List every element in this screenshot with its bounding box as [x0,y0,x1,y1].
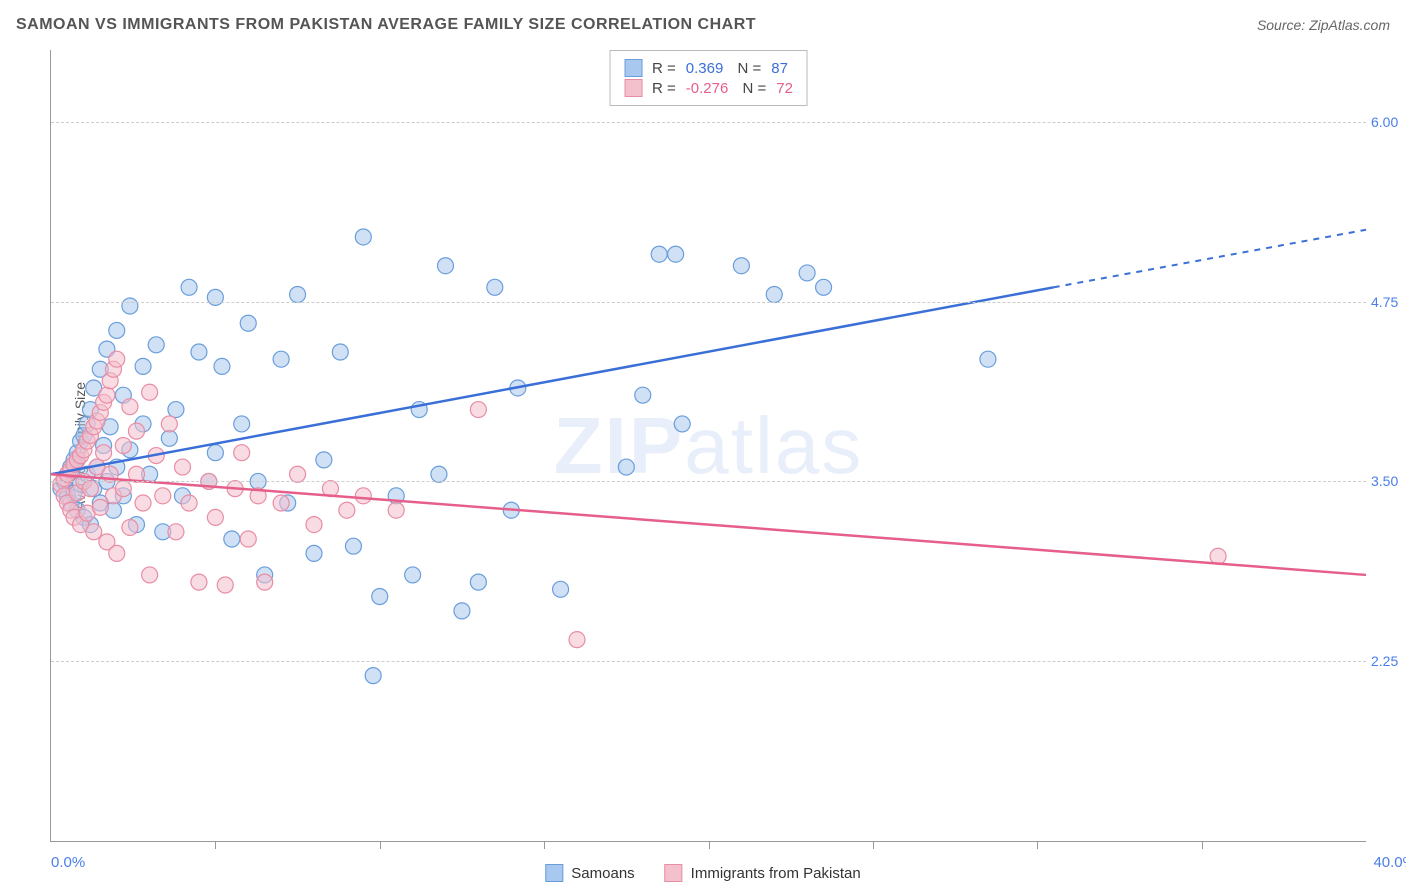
stats-legend-box: R = 0.369 N = 87 R = -0.276 N = 72 [609,50,808,106]
r-label: R = [652,80,676,97]
stats-row-series1: R = 0.369 N = 87 [624,59,793,77]
swatch-series2 [624,79,642,97]
swatch-series1 [624,59,642,77]
legend-label-series2: Immigrants from Pakistan [691,865,861,882]
n-value-series2: 72 [776,80,793,97]
n-value-series1: 87 [771,60,788,77]
n-label: N = [733,60,761,77]
x-max-label: 40.0% [1373,854,1406,871]
legend-item-series1: Samoans [545,864,634,882]
chart-title: SAMOAN VS IMMIGRANTS FROM PAKISTAN AVERA… [16,16,756,34]
n-label: N = [738,80,766,97]
r-label: R = [652,60,676,77]
x-min-label: 0.0% [51,854,85,871]
bottom-legend: Samoans Immigrants from Pakistan [545,864,860,882]
y-tick-label: 2.25 [1371,653,1406,669]
stats-row-series2: R = -0.276 N = 72 [624,79,793,97]
title-bar: SAMOAN VS IMMIGRANTS FROM PAKISTAN AVERA… [16,16,1390,34]
source-label: Source: ZipAtlas.com [1257,17,1390,33]
r-value-series2: -0.276 [686,80,729,97]
y-tick-label: 4.75 [1371,294,1406,310]
legend-swatch-series1 [545,864,563,882]
y-tick-label: 6.00 [1371,114,1406,130]
plot-svg [51,50,1366,841]
y-tick-label: 3.50 [1371,473,1406,489]
r-value-series1: 0.369 [686,60,724,77]
legend-item-series2: Immigrants from Pakistan [665,864,861,882]
chart-plot-area: ZIPatlas R = 0.369 N = 87 R = -0.276 N =… [50,50,1366,842]
legend-label-series1: Samoans [571,865,634,882]
legend-swatch-series2 [665,864,683,882]
